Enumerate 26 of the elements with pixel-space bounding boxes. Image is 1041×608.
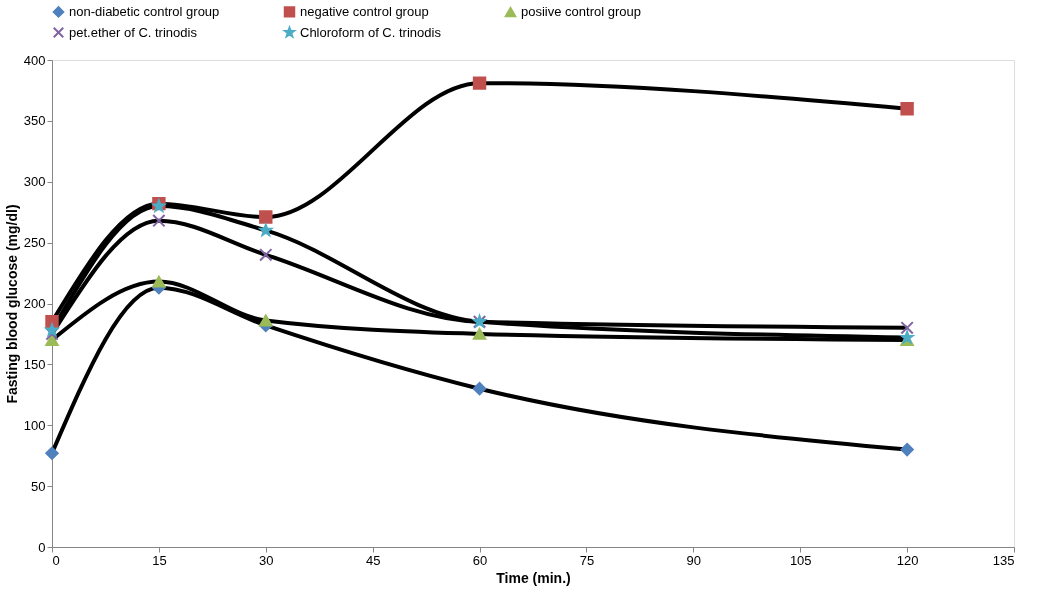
x-tick-label: 90 bbox=[686, 552, 702, 568]
x-tick-label: 15 bbox=[152, 552, 167, 568]
x-tick-label: 120 bbox=[896, 552, 919, 568]
y-tick-label: 50 bbox=[31, 478, 46, 494]
x-tick-label: 60 bbox=[472, 552, 488, 568]
legend-label: posiive control group bbox=[521, 4, 641, 20]
legend-label: negative control group bbox=[300, 3, 429, 19]
x-tick-label: 30 bbox=[259, 552, 274, 568]
legend-label: non-diabetic control group bbox=[69, 3, 220, 19]
x-tick-label: 0 bbox=[52, 552, 60, 568]
legend-label: Chloroform of C. trinodis bbox=[300, 24, 442, 40]
y-tick-label: 250 bbox=[23, 235, 46, 251]
x-tick-label: 45 bbox=[365, 552, 381, 568]
y-axis-title: Fasting blood glucose (mg/dl) bbox=[3, 204, 20, 404]
y-tick-label: 350 bbox=[23, 113, 46, 129]
y-tick-label: 100 bbox=[23, 417, 46, 433]
y-tick-label: 200 bbox=[23, 296, 46, 311]
x-tick-label: 135 bbox=[992, 552, 1015, 568]
legend-label: pet.ether of C. trinodis bbox=[69, 24, 198, 40]
y-tick-label: 300 bbox=[23, 174, 46, 190]
x-axis-title: Time (min.) bbox=[496, 569, 571, 586]
y-tick-label: 0 bbox=[38, 539, 46, 555]
x-tick-label: 75 bbox=[579, 552, 595, 568]
y-tick-label: 400 bbox=[23, 52, 46, 68]
y-tick-label: 150 bbox=[23, 356, 46, 372]
x-tick-label: 105 bbox=[789, 552, 812, 568]
